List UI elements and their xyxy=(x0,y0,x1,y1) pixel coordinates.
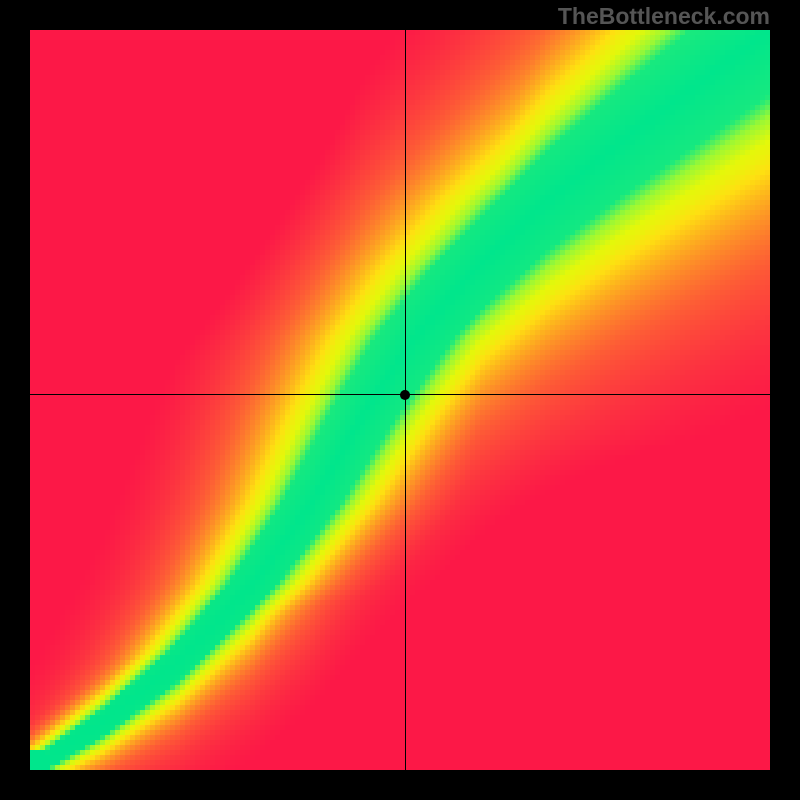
watermark-text: TheBottleneck.com xyxy=(558,3,770,30)
crosshair-dot xyxy=(399,389,411,401)
